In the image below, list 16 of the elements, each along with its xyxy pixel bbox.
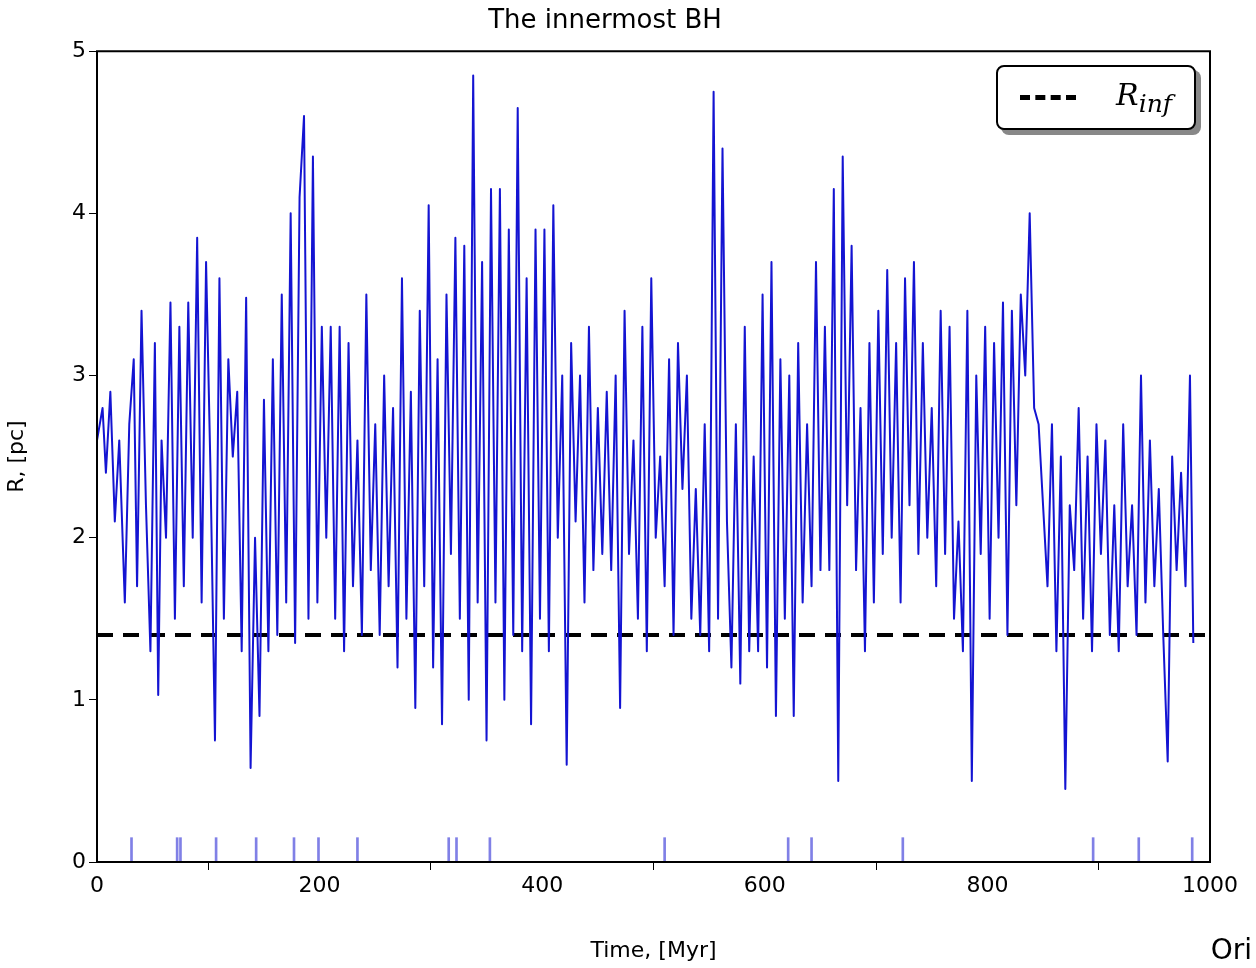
chart-title: The innermost BH <box>487 4 722 35</box>
x-tick-label: 600 <box>743 871 786 897</box>
x-tick-label: 800 <box>966 871 1009 897</box>
x-axis-title: Time, [Myr] <box>589 936 717 962</box>
text: Ori <box>1210 933 1252 966</box>
x-tick-label: 1000 <box>1182 871 1238 897</box>
x-tick-label: 0 <box>90 871 104 897</box>
y-axis-title: R, [pc] <box>2 420 28 493</box>
y-tick-label: 4 <box>72 199 86 225</box>
y-tick-label: 3 <box>72 361 86 387</box>
x-tick-label: 400 <box>521 871 564 897</box>
x-tick-label: 200 <box>298 871 341 897</box>
y-tick-label: 0 <box>72 847 86 873</box>
y-tick-label: 1 <box>72 685 86 711</box>
y-tick-label: 5 <box>72 36 86 62</box>
y-tick-label: 2 <box>72 523 86 549</box>
